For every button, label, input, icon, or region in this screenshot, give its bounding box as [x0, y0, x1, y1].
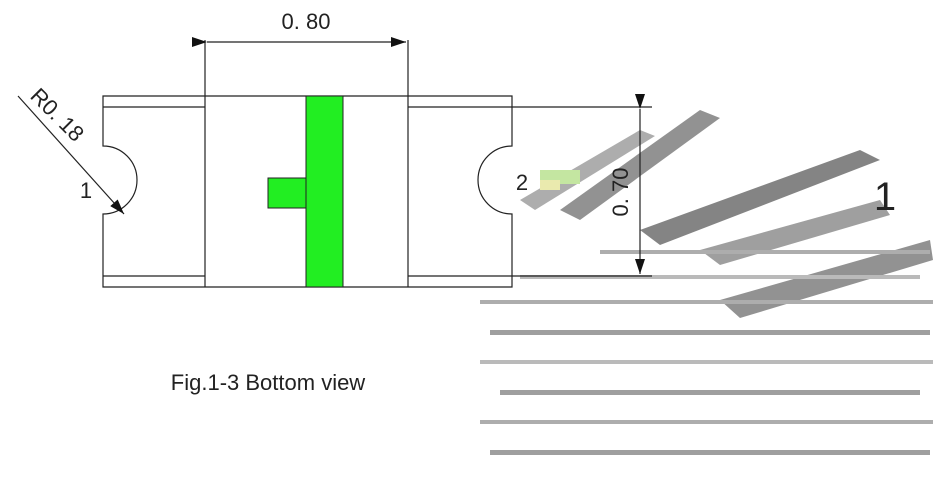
- artifact-label: 1: [874, 175, 896, 219]
- width-label: 0. 80: [282, 9, 331, 34]
- caption: Fig.1-3 Bottom view: [171, 370, 366, 395]
- pad-label: 1: [80, 178, 92, 203]
- package-outline: [102, 40, 513, 288]
- pad-label: 2: [516, 170, 528, 195]
- radius-leader: [17, 95, 125, 215]
- image-artifact: [480, 110, 933, 455]
- polarity-mark: [267, 95, 344, 288]
- height-label: 0. 70: [608, 168, 633, 217]
